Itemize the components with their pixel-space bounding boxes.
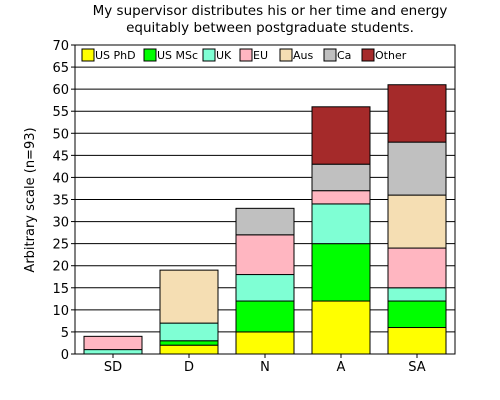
y-tick-label: 45 [52, 149, 69, 164]
bar-segments [83, 84, 447, 355]
legend-swatch-us-msc [143, 48, 157, 62]
y-tick-label: 5 [61, 326, 69, 341]
legend-label-aus: Aus [293, 49, 313, 62]
y-tick-label: 50 [52, 127, 69, 142]
y-tick-label: 55 [52, 105, 69, 120]
bar-segment-sd-uk [83, 349, 143, 355]
bar-segment-n-us-phd [235, 331, 295, 355]
legend-swatch-uk [202, 48, 216, 62]
chart-title: My supervisor distributes his or her tim… [93, 3, 448, 36]
bar-segment-d-aus [159, 269, 219, 324]
y-tick-label: 70 [52, 39, 69, 54]
y-tick-label: 20 [52, 260, 69, 275]
bar-segment-n-eu [235, 234, 295, 276]
legend: US PhD US MSc UK EU Aus Ca Other [81, 48, 407, 62]
bar-segment-d-uk [159, 322, 219, 342]
legend-swatch-aus [279, 48, 293, 62]
x-tick-label-sd: SD [104, 360, 122, 375]
x-tick-label-sa: SA [408, 360, 425, 375]
legend-label-eu: EU [253, 49, 268, 62]
bar-segment-n-ca [235, 207, 295, 236]
bar-segment-a-eu [311, 190, 371, 205]
y-tick-label: 15 [52, 282, 69, 297]
legend-label-ca: Ca [337, 49, 351, 62]
bar-segment-sa-uk [387, 287, 447, 302]
bar-segment-sa-other [387, 84, 447, 143]
legend-label-us-phd: US PhD [95, 49, 136, 62]
bar-segment-sa-aus [387, 194, 447, 249]
bar-segment-a-us-phd [311, 300, 371, 355]
y-axis-ticks: 0 5 10 15 20 25 30 35 40 45 50 55 60 65 70 [52, 39, 75, 363]
y-axis-title: Arbitrary scale (n=93) [23, 127, 38, 272]
bar-segment-a-ca [311, 163, 371, 192]
bar-segment-a-other [311, 106, 371, 165]
y-tick-label: 30 [52, 216, 69, 231]
legend-swatch-other [361, 48, 375, 62]
bar-segment-a-us-msc [311, 243, 371, 302]
bar-segment-sa-ca [387, 141, 447, 196]
bar-segment-d-us-phd [159, 344, 219, 355]
legend-label-us-msc: US MSc [157, 49, 198, 62]
y-tick-label: 65 [52, 61, 69, 76]
bar-segment-sa-eu [387, 247, 447, 289]
y-tick-label: 60 [52, 83, 69, 98]
x-axis-ticks: SD D N A SA [104, 354, 426, 375]
y-tick-label: 40 [52, 171, 69, 186]
legend-label-other: Other [375, 49, 407, 62]
chart-title-line-1: My supervisor distributes his or her tim… [93, 3, 448, 19]
bar-segment-a-uk [311, 203, 371, 245]
y-tick-label: 35 [52, 194, 69, 209]
bar-segment-n-uk [235, 274, 295, 302]
bar-segment-d-us-msc [159, 340, 219, 346]
chart-title-line-2: equitably between postgraduate students. [126, 20, 414, 36]
bar-segment-sa-us-phd [387, 327, 447, 355]
x-tick-label-d: D [184, 360, 194, 375]
y-tick-label: 0 [61, 348, 69, 363]
bar-segment-n-us-msc [235, 300, 295, 333]
legend-swatch-ca [323, 48, 337, 62]
y-tick-label: 25 [52, 238, 69, 253]
x-tick-label-a: A [337, 360, 346, 375]
legend-swatch-us-phd [81, 48, 95, 62]
legend-swatch-eu [239, 48, 253, 62]
bar-segment-sa-us-msc [387, 300, 447, 329]
x-tick-label-n: N [260, 360, 270, 375]
legend-label-uk: UK [216, 49, 232, 62]
bar-segment-sd-eu [83, 335, 143, 351]
y-tick-label: 10 [52, 304, 69, 319]
